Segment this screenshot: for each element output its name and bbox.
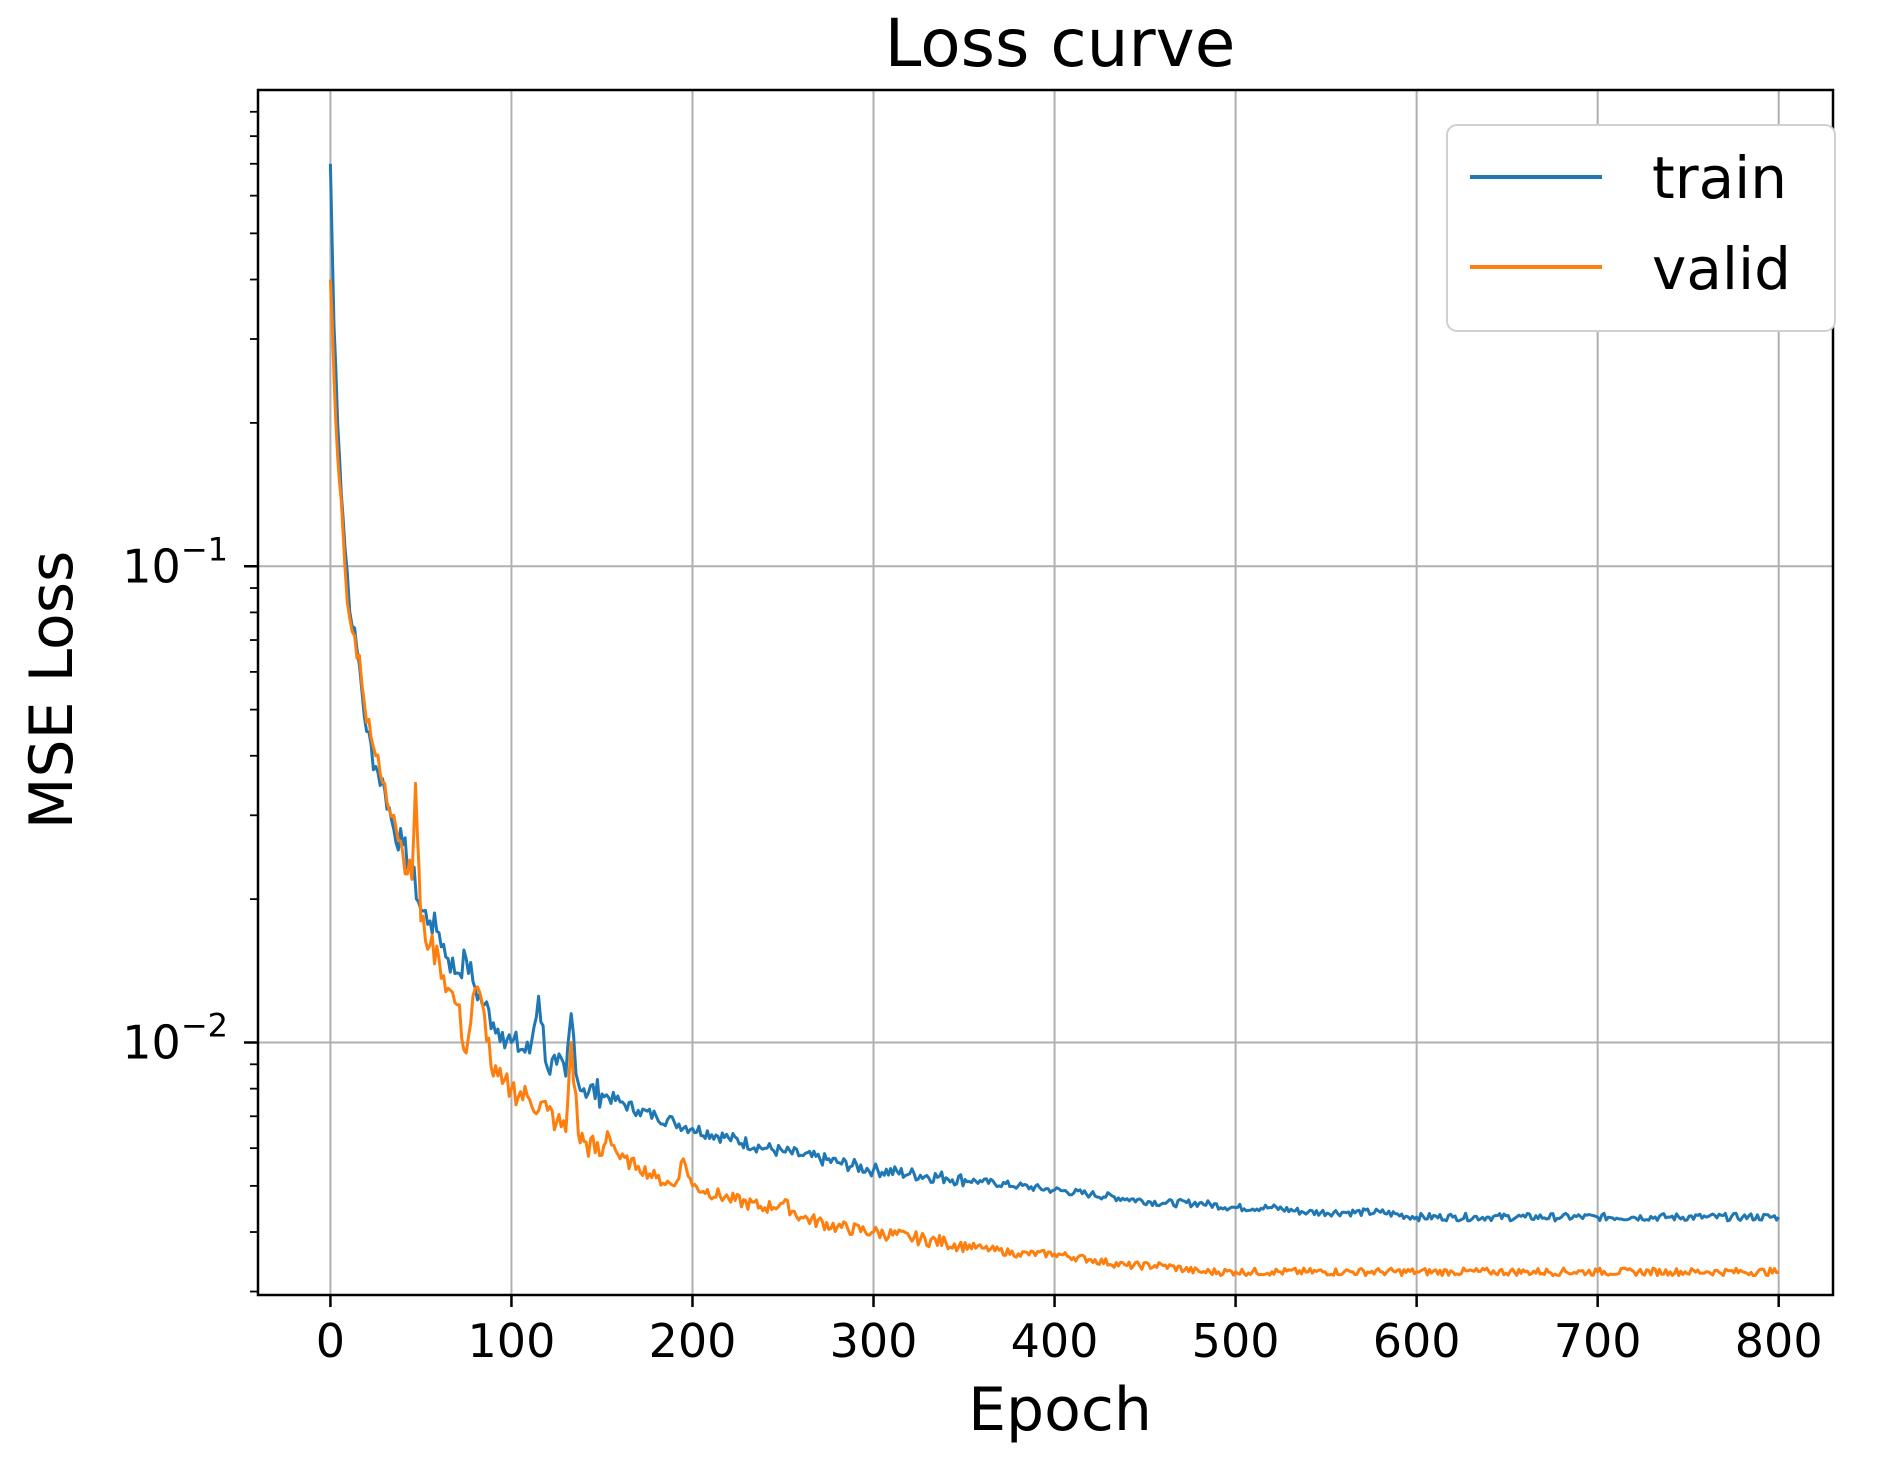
x-tick-label: 100 xyxy=(468,1314,556,1368)
x-tick-label: 600 xyxy=(1373,1314,1461,1368)
y-axis-label: MSE Loss xyxy=(17,551,87,829)
x-tick-label: 500 xyxy=(1192,1314,1280,1368)
plot-series xyxy=(328,163,1780,1278)
x-tick-label: 300 xyxy=(830,1314,918,1368)
x-axis-label: Epoch xyxy=(968,1375,1152,1445)
axis-ticks: 0 100 200 300 400 500 600 700 800 10−1 10−2 xyxy=(122,110,1823,1368)
x-tick-label: 0 xyxy=(316,1314,345,1368)
chart-title: Loss curve xyxy=(885,5,1236,82)
x-tick-label: 200 xyxy=(649,1314,737,1368)
y-tick-label: 10−1 xyxy=(122,530,228,593)
x-tick-label: 800 xyxy=(1735,1314,1823,1368)
y-tick-label: 10−2 xyxy=(122,1007,228,1070)
plot-frame xyxy=(256,88,1835,1297)
x-tick-label: 700 xyxy=(1554,1314,1642,1368)
series-line-valid xyxy=(328,279,1780,1278)
legend-train-label: train xyxy=(1652,144,1787,212)
series-line-train xyxy=(328,163,1780,1223)
legend-valid-label: valid xyxy=(1652,235,1791,303)
legend: train valid xyxy=(1446,124,1836,332)
x-tick-label: 400 xyxy=(1011,1314,1099,1368)
